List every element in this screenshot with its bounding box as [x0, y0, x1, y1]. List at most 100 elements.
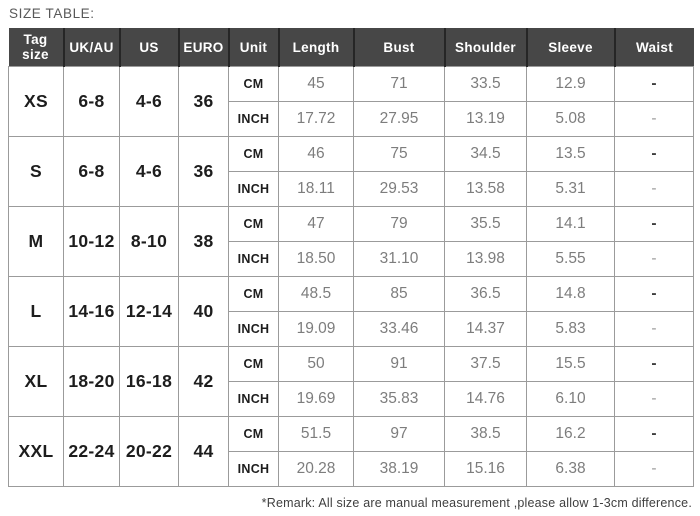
- bust-value: 75: [353, 136, 445, 172]
- remark-text: *Remark: All size are manual measurement…: [261, 496, 692, 510]
- table-row: S 6-8 4-6 36 CM 46 75 34.5 13.5 -: [8, 136, 694, 207]
- header-bust: Bust: [353, 28, 446, 67]
- sleeve-value: 5.83: [526, 311, 615, 347]
- waist-value: -: [614, 101, 694, 137]
- waist-value: -: [614, 241, 694, 277]
- bust-value: 27.95: [353, 101, 445, 137]
- euro-cell: 42: [178, 346, 229, 417]
- shoulder-value: 33.5: [444, 66, 527, 102]
- sleeve-value: 13.5: [526, 136, 615, 172]
- unit-inch-cell: INCH: [228, 451, 279, 487]
- length-value: 19.69: [278, 381, 354, 417]
- header-us: US: [119, 28, 180, 67]
- length-value: 51.5: [278, 416, 354, 452]
- uk-au-cell: 6-8: [63, 66, 120, 137]
- length-value: 17.72: [278, 101, 354, 137]
- uk-au-cell: 18-20: [63, 346, 120, 417]
- waist-value: -: [614, 311, 694, 347]
- waist-value: -: [614, 171, 694, 207]
- length-value: 48.5: [278, 276, 354, 312]
- waist-value: -: [614, 451, 694, 487]
- tag-size-cell: M: [8, 206, 64, 277]
- bust-value: 71: [353, 66, 445, 102]
- header-unit: Unit: [228, 28, 280, 67]
- shoulder-value: 36.5: [444, 276, 527, 312]
- unit-cm-cell: CM: [228, 346, 279, 382]
- size-table: Tag size UK/AU US EURO Unit Length Bust …: [8, 28, 694, 487]
- length-value: 47: [278, 206, 354, 242]
- euro-cell: 40: [178, 276, 229, 347]
- shoulder-value: 13.98: [444, 241, 527, 277]
- bust-value: 97: [353, 416, 445, 452]
- waist-value: -: [614, 276, 694, 312]
- shoulder-value: 37.5: [444, 346, 527, 382]
- table-row: INCH 18.50 31.10 13.98 5.55 -: [9, 241, 694, 277]
- us-cell: 20-22: [119, 416, 179, 487]
- unit-inch-cell: INCH: [228, 101, 279, 137]
- sleeve-value: 12.9: [526, 66, 615, 102]
- uk-au-cell: 6-8: [63, 136, 120, 207]
- table-row: L 14-16 12-14 40 CM 48.5 85 36.5 14.8 -: [8, 276, 694, 347]
- shoulder-value: 14.76: [444, 381, 527, 417]
- unit-cm-cell: CM: [228, 276, 279, 312]
- sleeve-value: 15.5: [526, 346, 615, 382]
- sleeve-value: 5.31: [526, 171, 615, 207]
- length-value: 20.28: [278, 451, 354, 487]
- unit-inch-cell: INCH: [228, 171, 279, 207]
- bust-value: 91: [353, 346, 445, 382]
- tag-size-cell: L: [8, 276, 64, 347]
- table-row: XS 6-8 4-6 36 CM 45 71 33.5 12.9 -: [8, 66, 694, 137]
- sleeve-value: 14.8: [526, 276, 615, 312]
- waist-value: -: [614, 136, 694, 172]
- table-row: XXL 22-24 20-22 44 CM 51.5 97 38.5 16.2 …: [8, 416, 694, 487]
- shoulder-value: 15.16: [444, 451, 527, 487]
- header-shoulder: Shoulder: [444, 28, 528, 67]
- header-tag-size: Tag size: [8, 28, 65, 67]
- bust-value: 35.83: [353, 381, 445, 417]
- waist-value: -: [614, 346, 694, 382]
- shoulder-value: 38.5: [444, 416, 527, 452]
- length-value: 18.50: [278, 241, 354, 277]
- length-value: 45: [278, 66, 354, 102]
- euro-cell: 44: [178, 416, 229, 487]
- us-cell: 4-6: [119, 66, 179, 137]
- header-length: Length: [278, 28, 355, 67]
- shoulder-value: 34.5: [444, 136, 527, 172]
- table-row: INCH 20.28 38.19 15.16 6.38 -: [9, 451, 694, 487]
- waist-value: -: [614, 206, 694, 242]
- table-row: INCH 18.11 29.53 13.58 5.31 -: [9, 171, 694, 207]
- tag-size-cell: XL: [8, 346, 64, 417]
- sleeve-value: 5.08: [526, 101, 615, 137]
- unit-cm-cell: CM: [228, 136, 279, 172]
- euro-cell: 36: [178, 136, 229, 207]
- euro-cell: 38: [178, 206, 229, 277]
- uk-au-cell: 14-16: [63, 276, 120, 347]
- waist-value: -: [614, 66, 694, 102]
- bust-value: 31.10: [353, 241, 445, 277]
- bust-value: 79: [353, 206, 445, 242]
- header-euro: EURO: [178, 28, 230, 67]
- table-row: INCH 19.69 35.83 14.76 6.10 -: [9, 381, 694, 417]
- uk-au-cell: 22-24: [63, 416, 120, 487]
- header-uk-au: UK/AU: [63, 28, 121, 67]
- bust-value: 33.46: [353, 311, 445, 347]
- waist-value: -: [614, 416, 694, 452]
- table-row: INCH 17.72 27.95 13.19 5.08 -: [9, 101, 694, 137]
- us-cell: 4-6: [119, 136, 179, 207]
- bust-value: 29.53: [353, 171, 445, 207]
- table-row: M 10-12 8-10 38 CM 47 79 35.5 14.1 -: [8, 206, 694, 277]
- unit-cm-cell: CM: [228, 416, 279, 452]
- tag-size-cell: XXL: [8, 416, 64, 487]
- shoulder-value: 14.37: [444, 311, 527, 347]
- us-cell: 12-14: [119, 276, 179, 347]
- length-value: 50: [278, 346, 354, 382]
- unit-cm-cell: CM: [228, 206, 279, 242]
- bust-value: 38.19: [353, 451, 445, 487]
- waist-value: -: [614, 381, 694, 417]
- sleeve-value: 16.2: [526, 416, 615, 452]
- unit-inch-cell: INCH: [228, 381, 279, 417]
- tag-size-cell: S: [8, 136, 64, 207]
- shoulder-value: 13.58: [444, 171, 527, 207]
- unit-inch-cell: INCH: [228, 241, 279, 277]
- header-sleeve: Sleeve: [526, 28, 616, 67]
